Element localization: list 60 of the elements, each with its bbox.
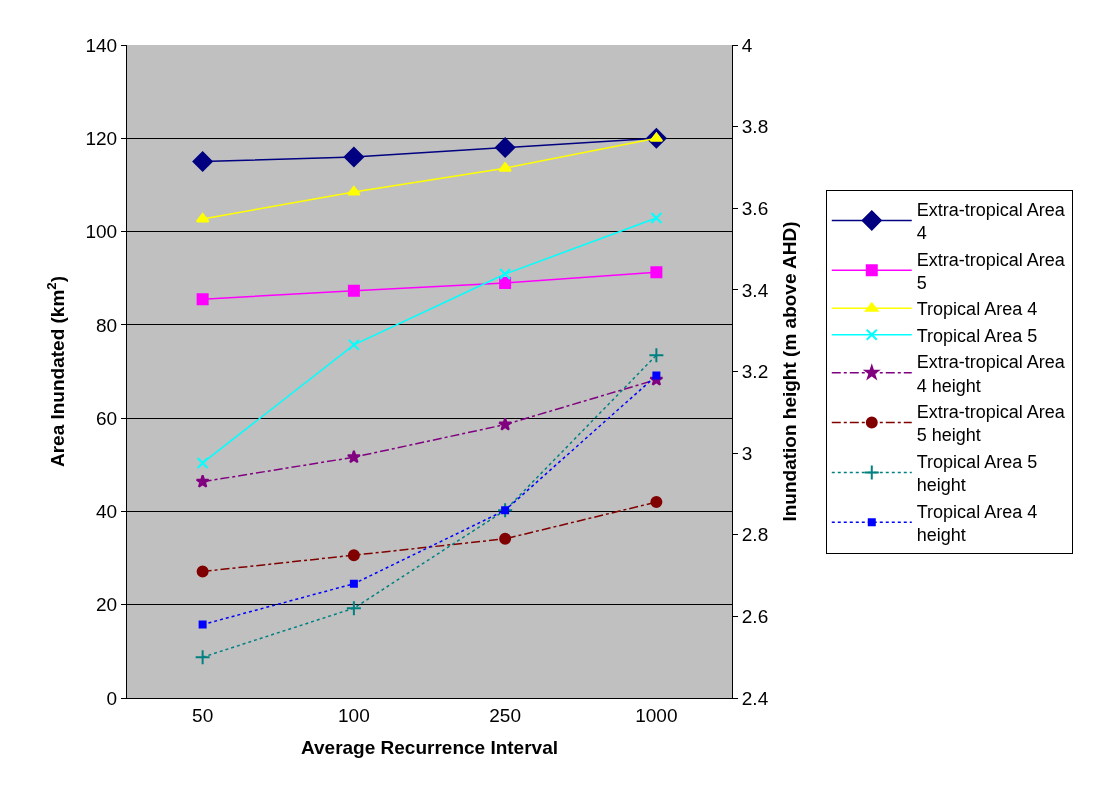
point: [499, 268, 512, 281]
point: [347, 549, 360, 562]
point: [648, 347, 665, 364]
point: [349, 579, 358, 588]
y2-tick-label: 3: [741, 442, 753, 464]
point: [196, 293, 209, 306]
point: [650, 266, 663, 279]
point: [650, 496, 663, 509]
point: [347, 284, 360, 297]
point: [345, 600, 362, 617]
y2-tick-label: 3.8: [741, 116, 769, 138]
point: [499, 532, 512, 545]
point: [495, 137, 516, 158]
y2-tick-label: 2.4: [741, 687, 769, 709]
y-tick-label: 20: [96, 594, 118, 616]
y-tick-label: 80: [96, 314, 118, 336]
point: [652, 371, 661, 380]
legend-label: Extra-tropical Area 4: [916, 199, 1066, 244]
point: [196, 565, 209, 578]
y-tick-label: 40: [96, 501, 118, 523]
x-tick-label: 50: [192, 704, 214, 726]
point: [499, 276, 512, 289]
point: [195, 212, 210, 223]
y2-tick-label: 2.8: [741, 524, 769, 546]
legend-label: Tropical Area 4 height: [916, 501, 1038, 545]
point: [198, 620, 207, 629]
legend-label: Tropical Area 5: [916, 325, 1038, 346]
y2-tick-label: 3.6: [741, 197, 769, 219]
x-tick-label: 1000: [635, 704, 678, 726]
x-tick-label: 250: [489, 704, 521, 726]
point: [497, 502, 514, 519]
y2-tick-label: 2.6: [741, 606, 769, 628]
legend-label: Tropical Area 5 height: [916, 451, 1038, 496]
point: [196, 456, 209, 469]
point: [498, 417, 513, 431]
y-tick-label: 60: [96, 407, 118, 429]
y-tick-label: 100: [85, 221, 118, 243]
legend-label: Extra-tropical Area 5: [916, 249, 1066, 293]
point: [343, 146, 364, 168]
x-tick-label: 100: [338, 704, 370, 726]
y2-tick-label: 3.2: [741, 361, 769, 383]
point: [501, 506, 510, 515]
y-tick-label: 0: [106, 687, 118, 709]
legend-label: Tropical Area 4: [916, 299, 1038, 320]
point: [650, 212, 663, 225]
point: [195, 474, 210, 488]
legend-label: Extra-tropical Area 5 height: [916, 401, 1066, 446]
point: [347, 338, 360, 351]
point: [347, 185, 361, 196]
y-tick-label: 140: [85, 34, 118, 56]
legend-label: Extra-tropical Area 4 height: [916, 352, 1066, 396]
y-tick-label: 120: [85, 127, 118, 149]
point: [498, 162, 512, 172]
point: [192, 151, 213, 172]
point: [346, 449, 361, 464]
x-axis-title: Average Recurrence Interval: [301, 736, 558, 758]
y2-tick-label: 4: [741, 34, 753, 56]
y2-axis-title: Inundation height (m above AHD): [779, 221, 801, 522]
point: [194, 649, 211, 666]
y2-tick-label: 3.4: [741, 279, 769, 301]
